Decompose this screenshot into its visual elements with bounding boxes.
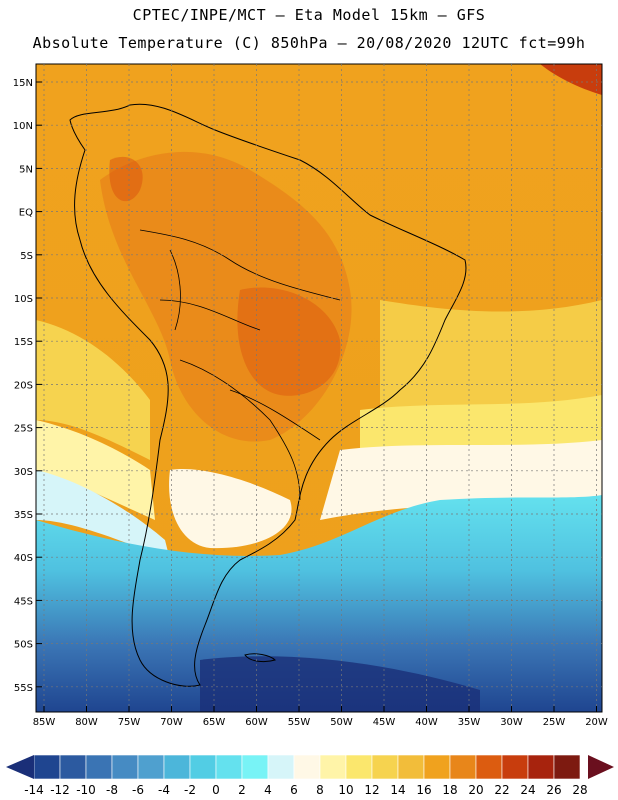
colorbar-tick-label: 2 [238,783,246,797]
longitude-labels: 85W 80W 75W 70W 65W 60W 55W 50W 45W 40W 35W 30W 25W 2… [33,717,608,728]
lon-label: 50W [330,717,353,728]
colorbar-tick-label: -8 [106,783,118,797]
colorbar-tick-label: -4 [158,783,170,797]
colorbar-swatch [527,754,555,780]
colorbar-swatch [85,754,113,780]
colorbar-tick-label: 14 [390,783,405,797]
colorbar-swatch [215,754,243,780]
colorbar-swatch [137,754,165,780]
lon-label: 60W [245,717,268,728]
lon-label: 70W [160,717,183,728]
lon-label: 55W [288,717,311,728]
colorbar-tick-label: -14 [24,783,44,797]
lat-label: 45S [14,596,33,607]
lat-label: 35S [14,510,33,521]
colorbar-tick-label: 28 [572,783,587,797]
colorbar-swatch [59,754,87,780]
latitude-labels: 15N 10N 5N EQ 5S 10S 15S 20S 25S 30S 35S 40S 45S 50S 5… [13,78,33,694]
country-borders [139,229,341,501]
colorbar-swatch [345,754,373,780]
lon-label: 35W [458,717,481,728]
colorbar-tick-label: 16 [416,783,431,797]
colorbar-swatch [475,754,503,780]
colorbar-swatch [241,754,269,780]
temperature-field [36,64,602,712]
lon-label: 85W [33,717,56,728]
colorbar: -14 -12 -10 -8 -6 -4 -2 0 2 4 6 8 10 12 14 16 18 20 22 24 26… [6,754,614,797]
lat-label: 30S [14,467,33,478]
colorbar-swatch [163,754,191,780]
colorbar-tick-label: 0 [212,783,220,797]
lat-label: 25S [14,424,33,435]
lon-label: 20W [585,717,608,728]
colorbar-swatch [111,754,139,780]
colorbar-tick-label: 18 [442,783,457,797]
lat-label: 10S [14,294,33,305]
chart-title-line-2: Absolute Temperature (C) 850hPa – 20/08/… [32,34,586,52]
lat-label: 55S [14,683,33,694]
colorbar-swatch [293,754,321,780]
colorbar-swatch [449,754,477,780]
colorbar-end-low [6,755,34,779]
colorbar-end-high [588,755,614,779]
colorbar-swatch [371,754,399,780]
colorbar-swatch [319,754,347,780]
colorbar-tick-label: 4 [264,783,272,797]
colorbar-tick-label: -6 [132,783,144,797]
colorbar-tick-label: 10 [338,783,353,797]
colorbar-tick-label: 24 [520,783,535,797]
colorbar-tick-label: -2 [184,783,196,797]
lat-label: 10N [13,121,33,132]
lat-label: 50S [14,640,33,651]
colorbar-swatch [267,754,295,780]
lon-label: 40W [415,717,438,728]
colorbar-tick-label: 26 [546,783,561,797]
colorbar-tick-label: 8 [316,783,324,797]
lat-label: EQ [19,208,33,219]
colorbar-tick-label: 6 [290,783,298,797]
colorbar-tick-labels: -14 -12 -10 -8 -6 -4 -2 0 2 4 6 8 10 12 14 16 18 20 22 24 26… [24,783,587,797]
lat-label: 40S [14,553,33,564]
colorbar-swatch [501,754,529,780]
colorbar-tick-label: -10 [76,783,96,797]
lon-label: 30W [500,717,523,728]
lat-label: 5S [20,251,33,262]
lon-label: 75W [118,717,141,728]
colorbar-tick-label: 20 [468,783,483,797]
colorbar-tick-label: 12 [364,783,379,797]
colorbar-tick-label: 22 [494,783,509,797]
lat-label: 5N [19,164,33,175]
lat-label: 15S [14,337,33,348]
colorbar-swatch [397,754,425,780]
lat-label: 20S [14,380,33,391]
lat-label: 15N [13,78,33,89]
lon-label: 25W [543,717,566,728]
graticule [36,64,602,712]
coastline [69,103,467,687]
colorbar-tick-label: -12 [50,783,70,797]
lon-label: 65W [203,717,226,728]
chart-title-line-1: CPTEC/INPE/MCT – Eta Model 15km – GFS [132,6,486,24]
colorbar-swatch [553,754,581,780]
map-frame [35,63,603,713]
lon-label: 80W [75,717,98,728]
lon-label: 45W [373,717,396,728]
colorbar-swatch [33,754,61,780]
colorbar-swatch [189,754,217,780]
colorbar-swatches [33,754,581,780]
colorbar-swatch [423,754,451,780]
